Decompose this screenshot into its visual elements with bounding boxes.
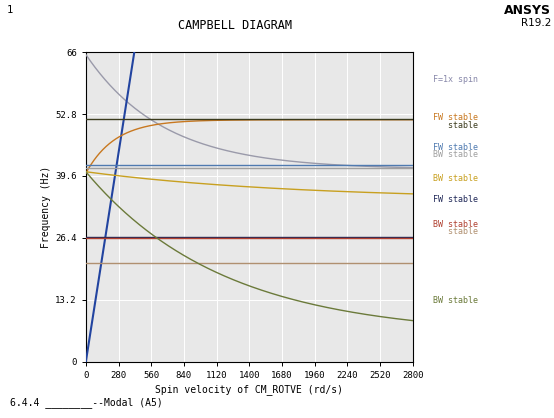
Text: stable: stable	[433, 121, 478, 130]
Text: BW stable: BW stable	[433, 296, 478, 305]
Text: BW stable: BW stable	[433, 150, 478, 159]
Text: 6.4.4 ________--Modal (A5): 6.4.4 ________--Modal (A5)	[10, 397, 163, 408]
Text: BW stable: BW stable	[433, 220, 478, 229]
Text: FW stable: FW stable	[433, 195, 478, 204]
X-axis label: Spin velocity of CM_ROTVE (rd/s): Spin velocity of CM_ROTVE (rd/s)	[155, 384, 343, 395]
Text: CAMPBELL DIAGRAM: CAMPBELL DIAGRAM	[178, 19, 293, 32]
Text: R19.2: R19.2	[521, 18, 551, 28]
Y-axis label: Frequency (Hz): Frequency (Hz)	[41, 166, 51, 248]
Text: ANSYS: ANSYS	[504, 4, 551, 17]
Text: FW stable: FW stable	[433, 143, 478, 152]
Text: BW stable: BW stable	[433, 174, 478, 184]
Text: stable: stable	[433, 227, 478, 237]
Text: FW stable: FW stable	[433, 113, 478, 122]
Text: 1: 1	[7, 5, 13, 15]
Text: F=1x spin: F=1x spin	[433, 75, 478, 84]
